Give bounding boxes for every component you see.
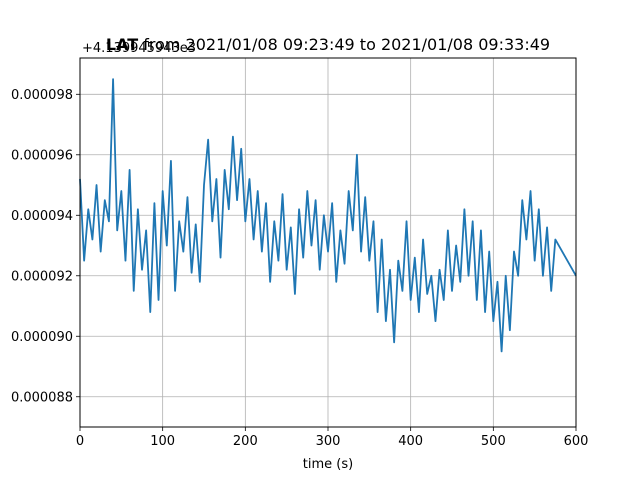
x-tick-label: 200: [233, 434, 258, 449]
x-axis: 0 100 200 300 400 500 600: [76, 427, 589, 449]
y-tick-label: 0.000090: [11, 330, 73, 345]
chart-title: LAT from 2021/01/08 09:23:49 to 2021/01/…: [106, 35, 550, 54]
y-tick-label: 0.000094: [11, 209, 73, 224]
x-tick-label: 500: [481, 434, 506, 449]
grid: [79, 58, 577, 427]
x-tick-label: 400: [398, 434, 423, 449]
y-offset-label: +4.139945943e3: [82, 41, 196, 56]
y-tick-label: 0.000098: [11, 88, 73, 103]
x-tick-label: 300: [316, 434, 341, 449]
x-tick-label: 0: [76, 434, 84, 449]
y-tick-label: 0.000096: [11, 148, 73, 163]
x-axis-title: time (s): [303, 457, 353, 472]
x-tick-label: 100: [150, 434, 175, 449]
y-tick-label: 0.000088: [11, 390, 73, 405]
y-tick-label: 0.000092: [11, 269, 73, 284]
series-line: [79, 78, 577, 353]
x-tick-label: 600: [564, 434, 589, 449]
y-axis: 0.000088 0.000090 0.000092 0.000094 0.000096…: [11, 88, 80, 405]
chart-title-bold: LAT: [106, 35, 138, 54]
chart-title-rest: from 2021/01/08 09:23:49 to 2021/01/08 0…: [138, 35, 550, 54]
series-layer: [79, 78, 577, 353]
